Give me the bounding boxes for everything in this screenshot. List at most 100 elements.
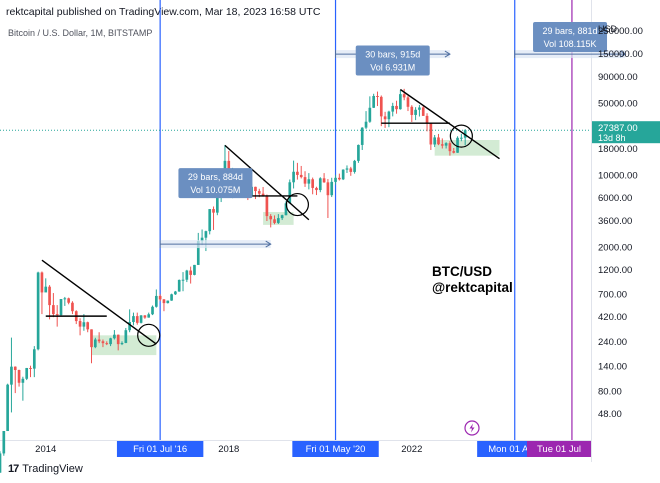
candle-body[interactable] [177,279,181,292]
candle-body[interactable] [128,322,131,331]
candle-body[interactable] [36,272,40,350]
candle-body[interactable] [433,137,437,145]
candle-body[interactable] [429,123,433,145]
candle-body[interactable] [13,366,17,371]
descending-trendline[interactable] [224,144,310,221]
candle-body[interactable] [93,339,97,348]
candle-body[interactable] [421,107,425,116]
candle-body[interactable] [208,209,212,232]
candle-body[interactable] [139,315,143,323]
candle-body[interactable] [414,109,417,115]
candle-body[interactable] [425,115,429,124]
candle-body[interactable] [151,306,154,315]
candle-body[interactable] [97,339,101,342]
candle-body[interactable] [223,160,227,176]
candle-body[interactable] [257,191,261,194]
candle-body[interactable] [116,334,120,345]
candle-body[interactable] [360,127,364,145]
candle-body[interactable] [399,94,402,110]
candle-body[interactable] [216,194,219,213]
candle-body[interactable] [330,181,334,196]
descending-trendline[interactable] [41,259,157,345]
candle-body[interactable] [402,94,406,98]
candle-body[interactable] [200,237,204,242]
candle-body[interactable] [63,298,67,300]
breakout-circle[interactable] [285,192,310,217]
candle-body[interactable] [6,384,9,432]
candle-body[interactable] [185,270,189,280]
candle-body[interactable] [452,151,456,153]
candle-body[interactable] [364,121,368,128]
candle-body[interactable] [59,299,63,316]
candle-body[interactable] [460,137,463,139]
candle-body[interactable] [292,171,295,183]
candle-body[interactable] [284,203,288,216]
candle-body[interactable] [55,314,59,316]
candle-body[interactable] [307,179,311,184]
candle-body[interactable] [90,329,93,348]
range-callout[interactable] [178,168,253,199]
range-callout[interactable] [533,21,608,52]
candle-body[interactable] [376,95,379,97]
candle-body[interactable] [120,342,124,345]
candle-body[interactable] [406,97,410,107]
candle-body[interactable] [273,219,276,223]
candle-body[interactable] [48,286,51,306]
candle-body[interactable] [212,209,215,213]
candle-body[interactable] [391,105,395,112]
candle-body[interactable] [368,107,372,122]
candle-body[interactable] [261,193,265,196]
candle-body[interactable] [379,96,383,117]
candle-body[interactable] [227,160,231,175]
candle-body[interactable] [25,367,29,379]
candle-body[interactable] [135,316,139,323]
candle-body[interactable] [353,160,356,172]
candle-body[interactable] [322,178,326,183]
range-callout[interactable] [355,45,430,76]
candle-body[interactable] [196,241,200,265]
candle-body[interactable] [193,264,196,275]
candle-body[interactable] [170,294,173,301]
candle-body[interactable] [10,366,13,385]
candle-body[interactable] [101,341,105,344]
candle-body[interactable] [29,367,32,369]
candle-body[interactable] [132,316,135,323]
candle-body[interactable] [52,305,55,315]
candle-body[interactable] [162,299,166,304]
tradingview-footer[interactable]: 17 TradingView [8,463,83,475]
candle-body[interactable] [105,343,109,345]
breakout-circle[interactable] [449,124,473,148]
candle-body[interactable] [437,137,440,145]
candle-body[interactable] [40,272,44,293]
candle-body[interactable] [17,370,21,383]
candle-body[interactable] [82,322,86,327]
candle-body[interactable] [387,111,391,120]
candle-body[interactable] [277,218,280,223]
candle-body[interactable] [341,169,345,180]
candle-body[interactable] [147,314,151,318]
candle-body[interactable] [349,168,353,172]
candle-body[interactable] [158,295,162,300]
candle-body[interactable] [410,106,414,115]
candle-body[interactable] [44,286,48,293]
candle-body[interactable] [311,179,314,188]
candle-body[interactable] [2,431,6,454]
candle-body[interactable] [357,144,360,161]
candle-body[interactable] [440,144,444,146]
candle-body[interactable] [303,177,307,184]
candle-body[interactable] [78,321,82,327]
candle-body[interactable] [189,270,192,275]
breakout-circle[interactable] [137,323,161,347]
candle-body[interactable] [318,178,322,191]
candle-body[interactable] [166,300,170,304]
candle-body[interactable] [254,186,257,192]
candle-body[interactable] [334,177,337,182]
candle-body[interactable] [204,231,208,238]
candle-body[interactable] [345,168,349,170]
candle-body[interactable] [154,295,158,307]
candle-body[interactable] [383,116,387,120]
candle-body[interactable] [181,279,185,281]
candle-body[interactable] [395,105,398,110]
descending-trendline[interactable] [399,88,500,160]
